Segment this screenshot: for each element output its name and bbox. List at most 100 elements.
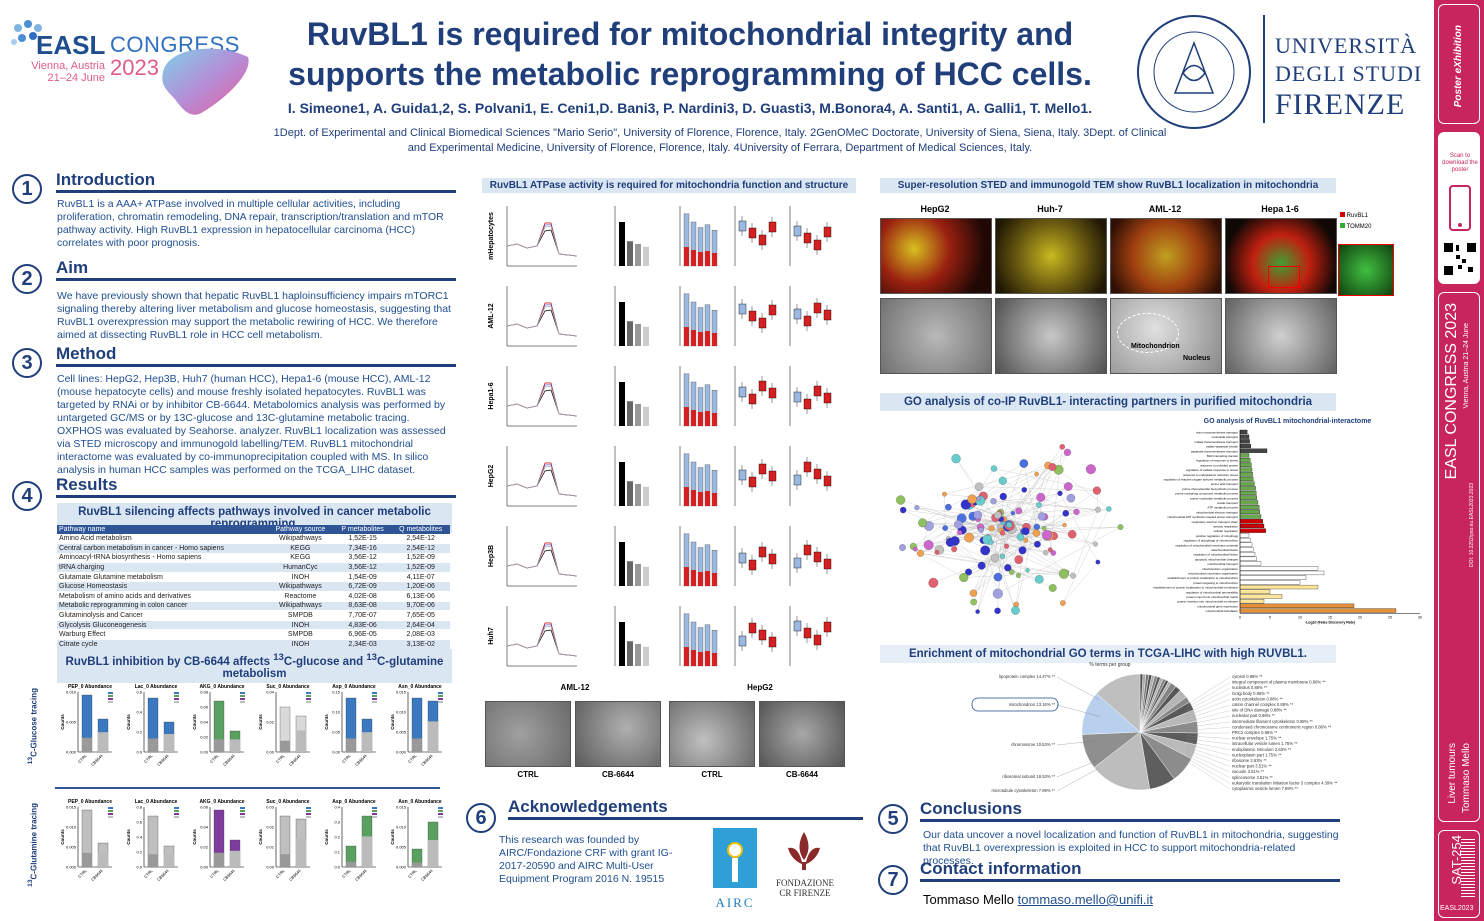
tracing-chart-title: Asn_0 Abundance [398,799,442,805]
network-node [964,532,974,543]
table-cell: 7,34E-16 [333,543,392,554]
table-row: Glycolysis Gluconeogenesis INOH 4,83E-06 2,… [57,620,450,631]
go-bar [1239,458,1251,463]
em-image-aml12-cb [575,701,661,767]
cb-bar-base [230,850,240,867]
ctrl-bar-base [148,738,158,752]
y-tick-label: 0.000 [66,865,77,870]
network-node [1015,573,1021,578]
go-term-label: protein import into mitochondrial matrix [1186,595,1238,599]
right-sidebar: Poster eXhibition Scan to download the p… [1434,0,1484,921]
table-cell: 2,54E-12 [391,543,450,554]
ocr-line [506,306,578,337]
network-edge [928,544,1040,580]
network-edge [920,553,1008,568]
fondazione-logo: FONDAZIONE CR FIRENZE [770,830,840,910]
network-node [1016,533,1024,541]
poster-exhibition-badge: Poster eXhibition [1438,4,1480,124]
pie-leader [1186,752,1231,773]
authors: I. Simeone1, A. Guida1,2, S. Polvani1, E… [287,100,1093,116]
y-tick-label: 0.015 [396,805,407,810]
poster-label: Poster eXhibition [1453,25,1464,108]
fondazione-line-1: FONDAZIONE [776,878,834,888]
go-term-label: purine-containing compound metabolic pro… [1175,492,1238,496]
sted-legend: RuvBL1 TOMM20 [1340,212,1396,242]
pie-leader [1186,755,1231,778]
network-edge [1015,497,1041,611]
x-tick-label: CTRL [275,753,286,764]
tcga-subheading: Enrichment of mitochondrial GO terms in … [880,645,1336,663]
y-axis-label: Counts [324,829,329,845]
table-row: Aminoacyl-tRNA biosynthesis - Homo sapie… [57,553,450,564]
go-bar [1239,603,1355,608]
tracing-chart-title: Suc_0 Abundance [266,799,309,805]
table-row: Warburg Effect SMPDB 6,96E-05 2,08E-03 [57,629,450,641]
tracing-chart-title: Asn_0 Abundance [398,684,442,690]
table-header: P metabolites [333,525,392,534]
box [813,634,822,646]
y-tick-label: 0.03 [266,805,275,810]
network-node [923,540,934,550]
section-number-6: 6 [466,803,496,833]
network-node [1008,569,1015,575]
y-tick-label: 0.05 [332,730,341,735]
pie-right-label: nucleolar part 0.88% ** [1232,713,1275,718]
network-edge [972,516,1067,573]
pie-leader [1186,721,1231,728]
glucose-tracing-charts: PEP_0 Abundance 0.010 0.005 0.000 Counts CTRL… [50,680,450,775]
table-cell: 4,83E-06 [333,620,392,631]
cb-bar-base [362,732,372,752]
qr-code-icon[interactable] [1442,241,1478,277]
university-line-1: UNIVERSITÀ [1275,33,1417,58]
go-bar [1239,547,1254,552]
network-node [942,491,947,497]
contact-email-link[interactable]: tommaso.mello@unifi.it [1017,892,1153,907]
pie-right-label: eukaryotic translation initiation factor… [1232,780,1338,785]
table-row: tRNA charging HumanCyc 3,56E-12 1,52E-09 [57,562,450,573]
ocr-bar [635,484,641,506]
box [793,557,802,569]
box [768,470,777,482]
em-label-2: CB-6644 [601,770,634,779]
network-edge [993,468,1097,491]
table-row: Glutaminolysis and Cancer SMPDB 7,70E-07 7,… [57,610,450,621]
results-title: Results [56,475,456,498]
go-term-label: mitochondrial gene expression [1197,604,1238,608]
legend-swatch [174,816,179,818]
go-bar [1239,552,1256,557]
network-node [1070,572,1076,579]
network-node [990,553,1000,563]
x-tick-label: CB6644 [354,868,368,882]
congress-city: Vienna, Austria [31,60,105,72]
em-panel: AML-12 HepG2 CTRL CB-6644 CTRL CB-6644 [485,683,855,783]
network-node [1034,471,1039,477]
x-tick-label: CTRL [341,753,352,764]
network-node [1036,502,1042,508]
go-network-graph [896,444,1124,615]
acknowledgements-title: Acknowledgements [508,797,863,820]
ocr-line [506,386,578,417]
go-term-label: response to unfolded protein [1200,463,1238,467]
ocr-line [506,626,578,657]
pie-right-label: cytosol 0.88% ** [1232,674,1263,679]
ocr-line [506,384,578,417]
network-node [1015,507,1023,515]
qr-download-box[interactable]: Scan to download the poster [1438,132,1480,284]
box [748,622,757,634]
ocr-line [506,382,578,417]
box [758,317,767,329]
ocr-bar [643,486,649,506]
x-tick-label: CTRL [341,868,352,879]
table-cell: KEGG [266,543,334,554]
y-tick-label: 0.8 [136,805,142,810]
legend-swatch [438,813,443,815]
network-node [945,537,955,547]
stacked-bar-bottom [698,652,703,666]
atpase-row-label: Huh7 [488,627,495,645]
y-tick-label: 0.3 [334,820,340,825]
method-body: Cell lines: HepG2, Hep3B, Huh7 (human HC… [57,373,446,476]
network-node [1004,564,1012,572]
network-node [970,598,977,606]
x-tick-label: CTRL [209,753,220,764]
go-bar [1239,490,1257,496]
